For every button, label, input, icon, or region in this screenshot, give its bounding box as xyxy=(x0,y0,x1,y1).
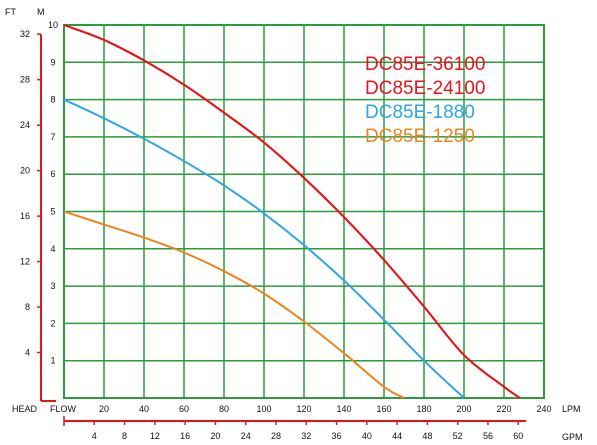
ft-tick-label: 32 xyxy=(20,29,30,39)
gpm-tick-label: 60 xyxy=(513,431,523,441)
legend-item: DC85E-36100 xyxy=(365,54,485,75)
lpm-unit-label: LPM xyxy=(562,404,581,414)
curve-dc85e-1880 xyxy=(63,98,465,399)
m-tick-label: 3 xyxy=(50,281,55,291)
m-tick-label: 10 xyxy=(48,20,58,30)
legend-item: DC85E-1880 xyxy=(365,102,475,123)
grid xyxy=(64,25,544,398)
m-tick-label: 6 xyxy=(50,169,55,179)
lpm-tick-label: 100 xyxy=(256,404,271,414)
legend-item: DC85E-1250 xyxy=(365,126,475,147)
ft-tick-label: 24 xyxy=(20,120,30,130)
gpm-tick-label: 48 xyxy=(422,431,432,441)
ft-tick-label: 20 xyxy=(20,166,30,176)
curves xyxy=(63,24,521,399)
m-tick-label: 4 xyxy=(50,244,55,254)
m-tick-label: 7 xyxy=(50,132,55,142)
lpm-tick-label: 160 xyxy=(376,404,391,414)
gpm-tick-label: 28 xyxy=(271,431,281,441)
gpm-tick-label: 56 xyxy=(483,431,493,441)
curve-dc85e-24100 xyxy=(63,24,521,399)
lpm-tick-label: 140 xyxy=(336,404,351,414)
ft-tick-label: 16 xyxy=(20,211,30,221)
gpm-tick-label: 52 xyxy=(453,431,463,441)
ft-tick-label: 4 xyxy=(25,348,30,358)
gpm-tick-label: 40 xyxy=(362,431,372,441)
legend: DC85E-36100 DC85E-24100 DC85E-1880 DC85E-12… xyxy=(365,54,485,147)
ft-tick-label: 8 xyxy=(25,302,30,312)
m-axis-label: M xyxy=(37,7,45,17)
gpm-tick-label: 44 xyxy=(392,431,402,441)
flow-axis-label: FLOW xyxy=(50,404,77,414)
lpm-tick-label: 80 xyxy=(219,404,229,414)
lpm-tick-label: 220 xyxy=(496,404,511,414)
lpm-tick-label: 20 xyxy=(99,404,109,414)
lpm-tick-label: 240 xyxy=(536,404,551,414)
m-tick-label: 8 xyxy=(50,95,55,105)
gpm-tick-label: 4 xyxy=(92,431,97,441)
curve-dc85e-1250 xyxy=(63,210,405,399)
lpm-tick-label: 180 xyxy=(416,404,431,414)
ft-axis-label: FT xyxy=(5,7,16,17)
lpm-tick-label: 60 xyxy=(179,404,189,414)
m-tick-label: 9 xyxy=(50,57,55,67)
ft-tick-label: 28 xyxy=(20,75,30,85)
gpm-tick-label: 8 xyxy=(122,431,127,441)
gpm-tick-label: 16 xyxy=(180,431,190,441)
head-axis-label: HEAD xyxy=(12,404,38,414)
lpm-tick-label: 120 xyxy=(296,404,311,414)
m-tick-label: 2 xyxy=(50,318,55,328)
gpm-tick-label: 24 xyxy=(241,431,251,441)
gpm-unit-label: GPM xyxy=(562,432,583,442)
axes xyxy=(37,33,527,426)
lpm-tick-label: 40 xyxy=(139,404,149,414)
tick-labels: 20 40 60 80 100 120 140 160 180 200 220 24012345678… xyxy=(20,20,552,441)
ft-tick-label: 12 xyxy=(20,257,30,267)
gpm-tick-label: 36 xyxy=(332,431,342,441)
gpm-tick-label: 20 xyxy=(210,431,220,441)
legend-item: DC85E-24100 xyxy=(365,78,485,99)
m-tick-label: 5 xyxy=(50,207,55,217)
gpm-tick-label: 32 xyxy=(301,431,311,441)
gpm-tick-label: 12 xyxy=(150,431,160,441)
lpm-tick-label: 200 xyxy=(456,404,471,414)
m-tick-label: 1 xyxy=(50,356,55,366)
